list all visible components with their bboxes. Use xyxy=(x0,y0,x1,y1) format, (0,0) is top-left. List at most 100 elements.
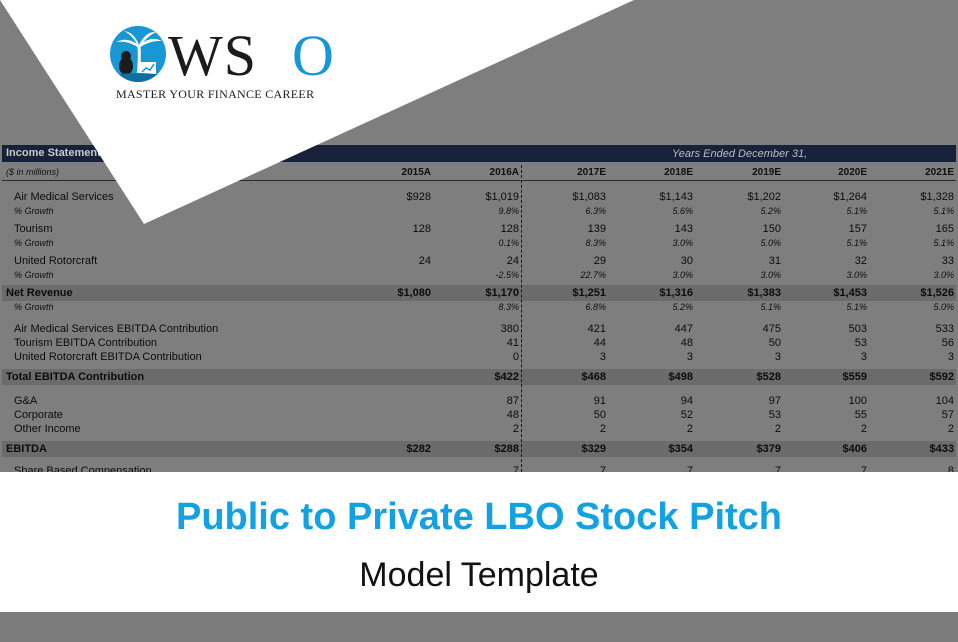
logo-wordmark-o: O xyxy=(292,23,334,88)
table-cell: $1,080 xyxy=(397,287,431,299)
table-cell: $1,328 xyxy=(920,191,954,203)
row-label: Total EBITDA Contribution xyxy=(6,371,145,383)
table-cell: $1,526 xyxy=(920,287,954,299)
table-cell: $592 xyxy=(929,371,954,383)
column-header: 2016A xyxy=(489,167,519,178)
table-cell: 24 xyxy=(506,255,519,267)
table-cell: $928 xyxy=(406,191,431,203)
table-cell: 150 xyxy=(762,223,781,235)
table-cell: 5.1% xyxy=(760,302,781,312)
table-cell: 2 xyxy=(947,423,954,435)
table-cell: 56 xyxy=(941,337,954,349)
row-label: Net Revenue xyxy=(6,287,73,299)
table-cell: 3 xyxy=(860,351,867,363)
table-cell: 157 xyxy=(848,223,867,235)
sheet-period: Years Ended December 31, xyxy=(672,148,808,160)
table-cell: $379 xyxy=(756,443,781,455)
row-label: Tourism xyxy=(14,223,53,235)
total-row-band xyxy=(2,441,956,457)
table-cell: 32 xyxy=(854,255,867,267)
table-cell: 7 xyxy=(599,465,606,477)
table-cell: 5.2% xyxy=(760,206,781,216)
table-cell: 31 xyxy=(768,255,781,267)
table-cell: 5.2% xyxy=(672,302,693,312)
row-label: % Growth xyxy=(14,206,54,216)
table-cell: 53 xyxy=(854,337,867,349)
table-cell: 55 xyxy=(854,409,867,421)
table-cell: $1,383 xyxy=(747,287,781,299)
table-cell: 380 xyxy=(500,323,519,335)
table-cell: 7 xyxy=(512,465,519,477)
table-cell: $433 xyxy=(929,443,954,455)
table-cell: $1,251 xyxy=(572,287,606,299)
table-cell: 5.1% xyxy=(933,238,954,248)
table-cell: $1,264 xyxy=(833,191,867,203)
row-label: EBITDA xyxy=(6,443,47,455)
table-cell: $288 xyxy=(494,443,519,455)
table-cell: $1,083 xyxy=(572,191,606,203)
table-cell: 6.8% xyxy=(585,302,606,312)
table-cell: $354 xyxy=(668,443,693,455)
income-statement-sheet: Income Statement Years Ended December 31… xyxy=(2,145,956,477)
bottom-strip xyxy=(0,612,958,642)
table-cell: -2.5% xyxy=(495,270,519,280)
table-cell: 3 xyxy=(774,351,781,363)
row-label: Air Medical Services EBITDA Contribution xyxy=(14,323,219,335)
table-cell: 5.1% xyxy=(846,302,867,312)
table-cell: 3.0% xyxy=(760,270,781,280)
table-cell: 53 xyxy=(768,409,781,421)
table-cell: 2 xyxy=(512,423,519,435)
table-cell: 3.0% xyxy=(672,238,693,248)
table-cell: 97 xyxy=(768,395,781,407)
table-cell: $1,316 xyxy=(659,287,693,299)
column-header: 2015A xyxy=(401,167,431,178)
table-cell: 5.0% xyxy=(933,302,954,312)
column-header: 2021E xyxy=(925,167,954,178)
table-cell: $1,170 xyxy=(485,287,519,299)
column-header: 2020E xyxy=(838,167,867,178)
table-cell: 3.0% xyxy=(846,270,867,280)
table-cell: 50 xyxy=(593,409,606,421)
total-row-band xyxy=(2,285,956,301)
row-label: Tourism EBITDA Contribution xyxy=(14,337,158,349)
actual-forecast-divider xyxy=(521,165,522,472)
table-cell: $559 xyxy=(842,371,867,383)
table-cell: 6.3% xyxy=(585,206,606,216)
table-cell: 104 xyxy=(935,395,954,407)
table-cell: 0 xyxy=(512,351,519,363)
table-cell: 100 xyxy=(848,395,867,407)
table-cell: 5.0% xyxy=(760,238,781,248)
table-cell: 503 xyxy=(848,323,867,335)
table-cell: 29 xyxy=(593,255,606,267)
table-cell: 8.3% xyxy=(498,302,519,312)
table-cell: $422 xyxy=(494,371,519,383)
table-cell: 8.3% xyxy=(585,238,606,248)
banner-title: Public to Private LBO Stock Pitch xyxy=(175,496,782,538)
table-cell: 5.1% xyxy=(846,206,867,216)
table-cell: 128 xyxy=(412,223,431,235)
logo-wordmark-ws: WS xyxy=(168,23,257,88)
total-row-band xyxy=(2,369,956,385)
table-cell: 5.6% xyxy=(672,206,693,216)
table-cell: 5.1% xyxy=(846,238,867,248)
table-cell: $528 xyxy=(756,371,781,383)
table-cell: $282 xyxy=(406,443,431,455)
table-cell: 9.8% xyxy=(498,206,519,216)
table-cell: 3.0% xyxy=(672,270,693,280)
table-cell: 48 xyxy=(680,337,693,349)
row-label: United Rotorcraft xyxy=(14,255,98,267)
table-cell: 2 xyxy=(599,423,606,435)
title-banner xyxy=(0,472,958,612)
table-cell: 139 xyxy=(587,223,606,235)
table-cell: 533 xyxy=(935,323,954,335)
table-cell: $329 xyxy=(581,443,606,455)
column-header: 2018E xyxy=(664,167,693,178)
table-cell: 44 xyxy=(593,337,606,349)
table-cell: 165 xyxy=(935,223,954,235)
table-cell: $498 xyxy=(668,371,693,383)
table-cell: $1,143 xyxy=(659,191,693,203)
table-cell: 24 xyxy=(418,255,431,267)
row-label: Corporate xyxy=(14,409,63,421)
table-cell: 48 xyxy=(506,409,519,421)
table-cell: 87 xyxy=(506,395,519,407)
